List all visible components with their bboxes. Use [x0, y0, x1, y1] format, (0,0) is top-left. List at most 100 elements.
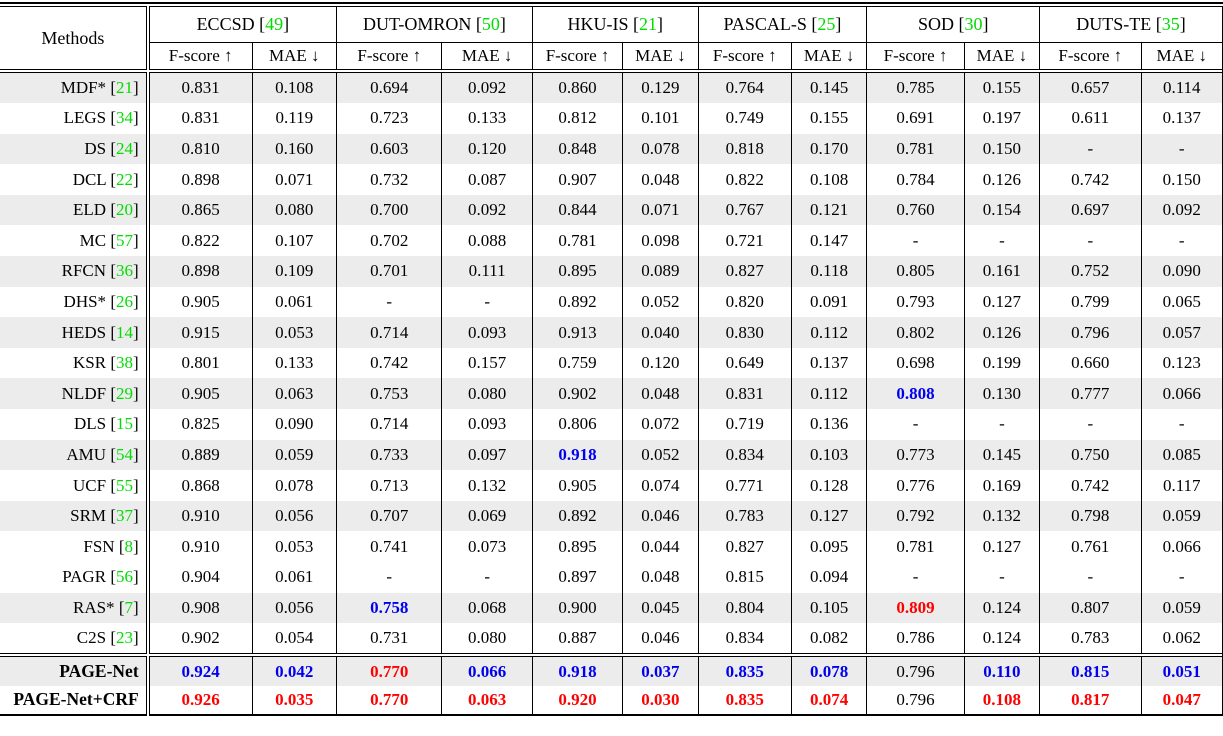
value-cell: 0.170 [790, 133, 867, 165]
value-cell: 0.913 [531, 317, 623, 348]
value-cell: 0.801 [147, 347, 253, 379]
value-cell: 0.822 [147, 225, 253, 257]
method-cell: MDF* [21] [0, 72, 150, 104]
value-cell: - [1140, 133, 1223, 165]
table-row: DHS* [26] 0.905 0.061- -0.892 0.052 0.820 0.09… [0, 286, 1223, 318]
citation-ref[interactable]: 24 [115, 138, 133, 158]
value-cell: 0.898 [147, 164, 253, 195]
table-row: PAGE-Net 0.924 0.042 0.770 0.066 0.918 0.037 0.… [0, 656, 1223, 686]
citation-ref[interactable]: 56 [115, 567, 133, 587]
value-cell: 0.723 [335, 103, 442, 134]
value-cell: 0.920 [531, 685, 623, 715]
value-cell: 0.918 [531, 439, 623, 471]
value-cell: 0.713 [335, 470, 442, 501]
citation-ref[interactable]: 21 [638, 14, 657, 34]
value-cell: - [1039, 133, 1142, 165]
value-cell: 0.074 [622, 470, 699, 501]
value-cell: 0.773 [866, 439, 965, 471]
value-cell: 0.700 [335, 194, 442, 226]
value-cell: - [1140, 409, 1223, 440]
metric-header: MAE ↓ [1140, 42, 1223, 70]
method-cell: ELD [20] [0, 194, 150, 226]
table-row: DLS [15] 0.825 0.090 0.714 0.093 0.806 0.072 0.… [0, 409, 1223, 440]
citation-ref[interactable]: 26 [115, 291, 133, 311]
value-cell: 0.835 [697, 685, 792, 715]
method-cell: PAGR [56] [0, 562, 150, 593]
method-cell: UCF [55] [0, 470, 150, 501]
value-cell: 0.742 [1039, 164, 1142, 195]
citation-ref[interactable]: 29 [115, 383, 133, 403]
citation-ref[interactable]: 37 [115, 506, 133, 526]
citation-ref[interactable]: 20 [115, 200, 133, 220]
metric-header: F-score ↑ [335, 42, 442, 70]
citation-ref[interactable]: 38 [115, 353, 133, 373]
value-cell: 0.808 [866, 378, 965, 410]
value-cell: 0.714 [335, 409, 442, 440]
value-cell: - [963, 409, 1040, 440]
metric-header: F-score ↑ [866, 42, 965, 70]
value-cell: 0.120 [622, 347, 699, 379]
value-cell: 0.898 [147, 256, 253, 287]
citation-ref[interactable]: 25 [817, 14, 836, 34]
citation-ref[interactable]: 55 [115, 475, 133, 495]
value-cell: 0.815 [1039, 656, 1142, 686]
value-cell: 0.101 [622, 103, 699, 134]
value-cell: 0.030 [622, 685, 699, 715]
citation-ref[interactable]: 23 [115, 628, 133, 648]
value-cell: 0.145 [963, 439, 1040, 471]
value-cell: 0.721 [697, 225, 792, 257]
citation-ref[interactable]: 49 [265, 14, 284, 34]
value-cell: 0.761 [1039, 531, 1142, 562]
value-cell: 0.061 [251, 562, 337, 593]
double-rule-divider [0, 69, 1223, 73]
citation-ref[interactable]: 30 [964, 14, 983, 34]
metric-header: F-score ↑ [697, 42, 792, 70]
value-cell: 0.698 [866, 347, 965, 379]
value-cell: 0.044 [622, 531, 699, 562]
value-cell: 0.733 [335, 439, 442, 471]
value-cell: 0.805 [866, 256, 965, 287]
method-cell: PAGE-Net+CRF [0, 685, 150, 715]
table-row: C2S [23] 0.902 0.054 0.731 0.080 0.887 0.046 0.… [0, 623, 1223, 654]
value-cell: - [963, 225, 1040, 257]
citation-ref[interactable]: 7 [124, 597, 133, 617]
value-cell: 0.059 [1140, 592, 1223, 624]
table-row: ELD [20] 0.865 0.080 0.700 0.092 0.844 0.071 0.… [0, 194, 1223, 226]
value-cell: - [441, 286, 533, 318]
value-cell: 0.776 [866, 470, 965, 501]
value-cell: 0.830 [697, 317, 792, 348]
citation-ref[interactable]: 34 [115, 108, 133, 128]
value-cell: 0.048 [622, 378, 699, 410]
value-cell: 0.197 [963, 103, 1040, 134]
value-cell: 0.048 [622, 562, 699, 593]
dataset-header: PASCAL-S [25] [697, 6, 867, 43]
citation-ref[interactable]: 8 [124, 536, 133, 556]
citation-ref[interactable]: 21 [115, 78, 133, 98]
value-cell: 0.059 [251, 439, 337, 471]
value-cell: 0.154 [963, 194, 1040, 226]
value-cell: 0.157 [441, 347, 533, 379]
value-cell: 0.806 [531, 409, 623, 440]
value-cell: 0.120 [441, 133, 533, 165]
citation-ref[interactable]: 36 [115, 261, 133, 281]
method-cell: DHS* [26] [0, 286, 150, 318]
table-row: DCL [22] 0.898 0.071 0.732 0.087 0.907 0.048 0.… [0, 164, 1223, 195]
value-cell: 0.080 [251, 194, 337, 226]
citation-ref[interactable]: 14 [115, 322, 133, 342]
value-cell: - [866, 225, 965, 257]
value-cell: 0.095 [790, 531, 867, 562]
citation-ref[interactable]: 50 [481, 14, 500, 34]
citation-ref[interactable]: 57 [115, 230, 133, 250]
value-cell: 0.150 [963, 133, 1040, 165]
citation-ref[interactable]: 15 [115, 414, 133, 434]
value-cell: - [1039, 562, 1142, 593]
citation-ref[interactable]: 54 [115, 444, 133, 464]
value-cell: 0.835 [697, 656, 792, 686]
value-cell: 0.702 [335, 225, 442, 257]
table-row: MDF* [21] 0.831 0.108 0.694 0.092 0.860 0.129 0… [0, 72, 1223, 104]
value-cell: 0.088 [441, 225, 533, 257]
value-cell: 0.902 [147, 623, 253, 654]
citation-ref[interactable]: 22 [115, 169, 133, 189]
value-cell: 0.868 [147, 470, 253, 501]
citation-ref[interactable]: 35 [1161, 14, 1180, 34]
